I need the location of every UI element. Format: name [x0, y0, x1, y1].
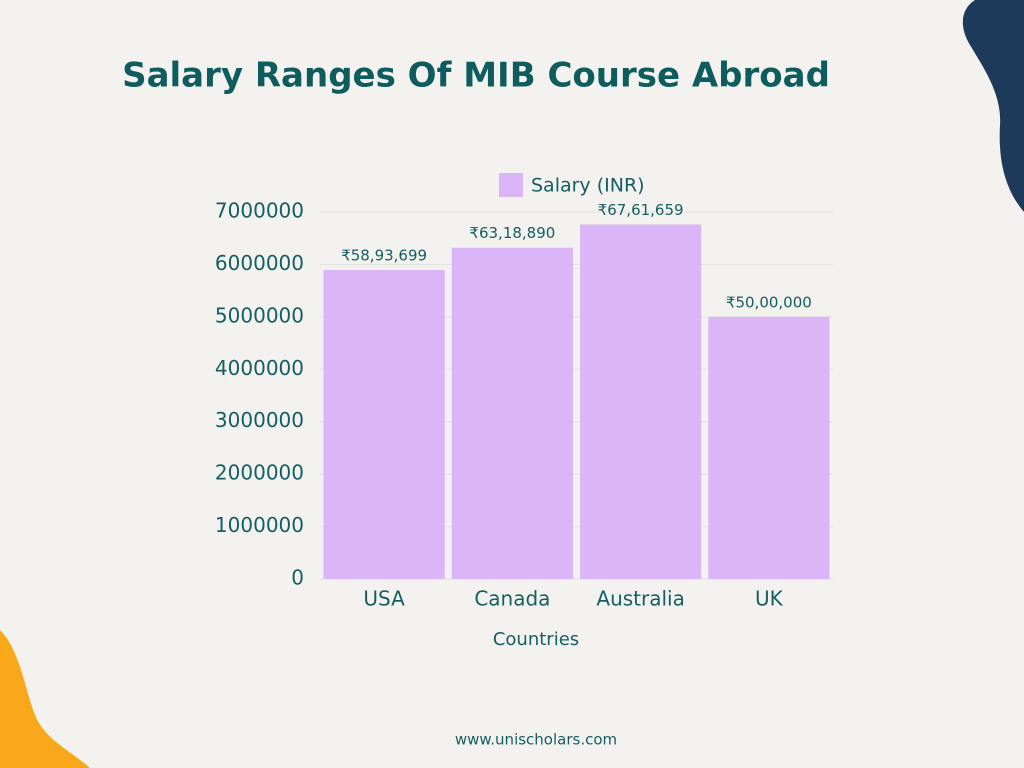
legend-label: Salary (INR): [531, 175, 645, 197]
y-tick-label: 6000000: [215, 251, 304, 275]
bar: [323, 270, 445, 579]
y-tick-label: 5000000: [215, 303, 304, 327]
x-tick-label: Canada: [474, 587, 550, 611]
x-tick-label: Australia: [596, 587, 684, 611]
bar: [580, 224, 702, 579]
value-label: ₹58,93,699: [341, 247, 427, 265]
chart-title: Salary Ranges Of MIB Course Abroad: [122, 56, 830, 96]
decor-blob: [0, 630, 90, 768]
bar: [708, 316, 830, 579]
y-tick-label: 4000000: [215, 356, 304, 380]
value-label: ₹63,18,890: [469, 224, 555, 242]
x-tick-label: USA: [363, 587, 405, 611]
y-tick-label: 2000000: [215, 461, 304, 485]
bar: [451, 247, 573, 579]
y-tick-label: 7000000: [215, 199, 304, 223]
y-tick-label: 0: [291, 566, 304, 590]
y-tick-label: 3000000: [215, 408, 304, 432]
x-axis-label: Countries: [493, 629, 579, 650]
footer: www.unischolars.com: [455, 731, 617, 749]
y-tick-label: 1000000: [215, 513, 304, 537]
value-label: ₹50,00,000: [726, 293, 812, 311]
x-tick-label: UK: [755, 587, 784, 611]
legend-swatch: [499, 173, 523, 197]
decor-blob: [962, 0, 1024, 212]
value-label: ₹67,61,659: [598, 201, 684, 219]
